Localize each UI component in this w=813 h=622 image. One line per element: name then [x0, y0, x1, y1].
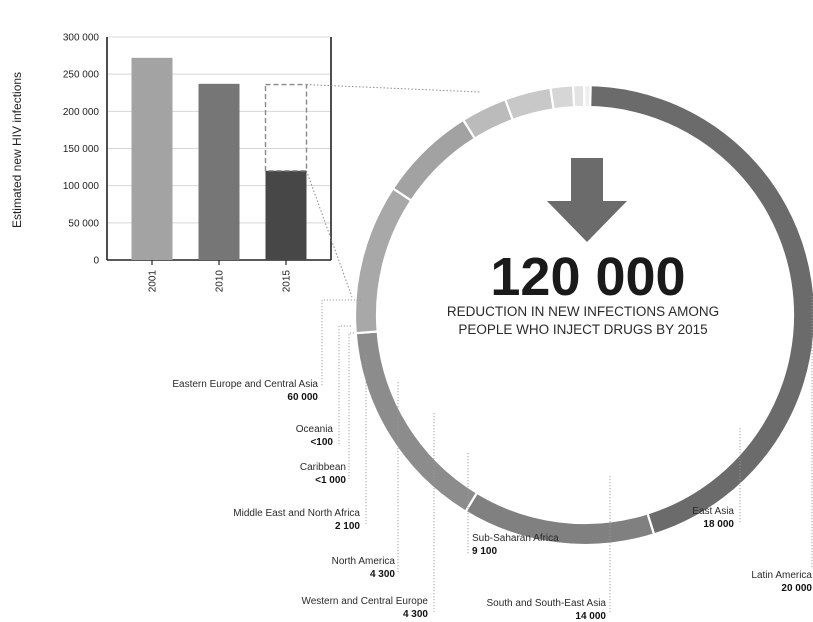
- y-tick-label: 250 000: [63, 70, 100, 81]
- ring-segment-south-and-south-east-asia: [353, 186, 413, 335]
- y-tick-label: 300 000: [63, 33, 100, 44]
- region-value-western-and-central-europe: 4 300: [403, 609, 428, 620]
- region-name-middle-east-and-north-africa: Middle East and North Africa: [233, 508, 360, 519]
- region-name-caribbean: Caribbean: [300, 462, 346, 473]
- bar-2010: [198, 83, 240, 260]
- bar-2015: [265, 170, 307, 260]
- y-tick-label: 0: [93, 256, 99, 267]
- ring-segment-middle-east-and-north-africa: [549, 84, 576, 111]
- region-value-middle-east-and-north-africa: 2 100: [335, 521, 360, 532]
- ring-chart: [353, 83, 813, 547]
- zoom-connector: [306, 84, 481, 93]
- region-value-oceania: <100: [310, 437, 333, 448]
- x-tick-label: 2001: [148, 270, 159, 293]
- ring-segment-caribbean: [571, 83, 586, 109]
- region-name-oceania: Oceania: [296, 424, 334, 435]
- subtitle-line-1: REDUCTION IN NEW INFECTIONS AMONG: [447, 304, 719, 319]
- y-axis-title: Estimated new HIV infections: [10, 72, 24, 228]
- ring-segment-latin-america: [354, 330, 479, 514]
- region-name-eastern-europe-and-central-asia: Eastern Europe and Central Asia: [172, 379, 318, 390]
- y-tick-label: 50 000: [68, 218, 99, 229]
- down-arrow-icon: [547, 158, 627, 242]
- region-callouts: Eastern Europe and Central Asia 60 000 Eas…: [172, 296, 813, 622]
- zoom-connector: [306, 170, 353, 298]
- region-value-north-america: 4 300: [370, 569, 395, 580]
- region-name-south-and-south-east-asia: South and South-East Asia: [486, 598, 606, 609]
- region-value-caribbean: <1 000: [315, 475, 346, 486]
- bar-2001: [131, 57, 173, 261]
- subtitle-line-2: PEOPLE WHO INJECT DRUGS BY 2015: [458, 322, 707, 337]
- ring-segment-north-america: [503, 86, 555, 122]
- target-2015-dashed-box: [264, 83, 308, 172]
- region-value-sub-saharan-africa: 9 100: [472, 546, 497, 557]
- headline-number: 120 000: [490, 247, 685, 307]
- y-tick-label: 200 000: [63, 107, 100, 118]
- region-name-latin-america: Latin America: [751, 570, 812, 581]
- region-value-latin-america: 20 000: [781, 583, 812, 594]
- leader-line-caribbean: [348, 332, 354, 479]
- ring-segment-oceania: [583, 83, 592, 109]
- region-value-eastern-europe-and-central-asia: 60 000: [287, 392, 318, 403]
- leader-line-oceania: [338, 325, 351, 444]
- region-value-south-and-south-east-asia: 14 000: [575, 611, 606, 622]
- x-tick-label: 2015: [282, 270, 293, 293]
- region-name-north-america: North America: [332, 556, 396, 567]
- x-tick-label: 2010: [215, 270, 226, 293]
- y-tick-label: 150 000: [63, 144, 100, 155]
- region-value-east-asia: 18 000: [703, 519, 734, 530]
- ring-segment-western-and-central-europe: [461, 97, 515, 141]
- y-tick-label: 100 000: [63, 181, 100, 192]
- region-name-western-and-central-europe: Western and Central Europe: [301, 596, 428, 607]
- ring-segment-sub-saharan-africa: [391, 118, 477, 203]
- region-name-east-asia: East Asia: [692, 506, 734, 517]
- leader-line-eastern-europe-and-central-asia: [321, 299, 361, 386]
- region-name-sub-saharan-africa: Sub-Saharan Africa: [472, 533, 559, 544]
- bar-chart: 0 50 000 100 000 150 000 200 000 250 000 300 0…: [63, 33, 332, 293]
- zoom-connector-lines: [306, 84, 481, 298]
